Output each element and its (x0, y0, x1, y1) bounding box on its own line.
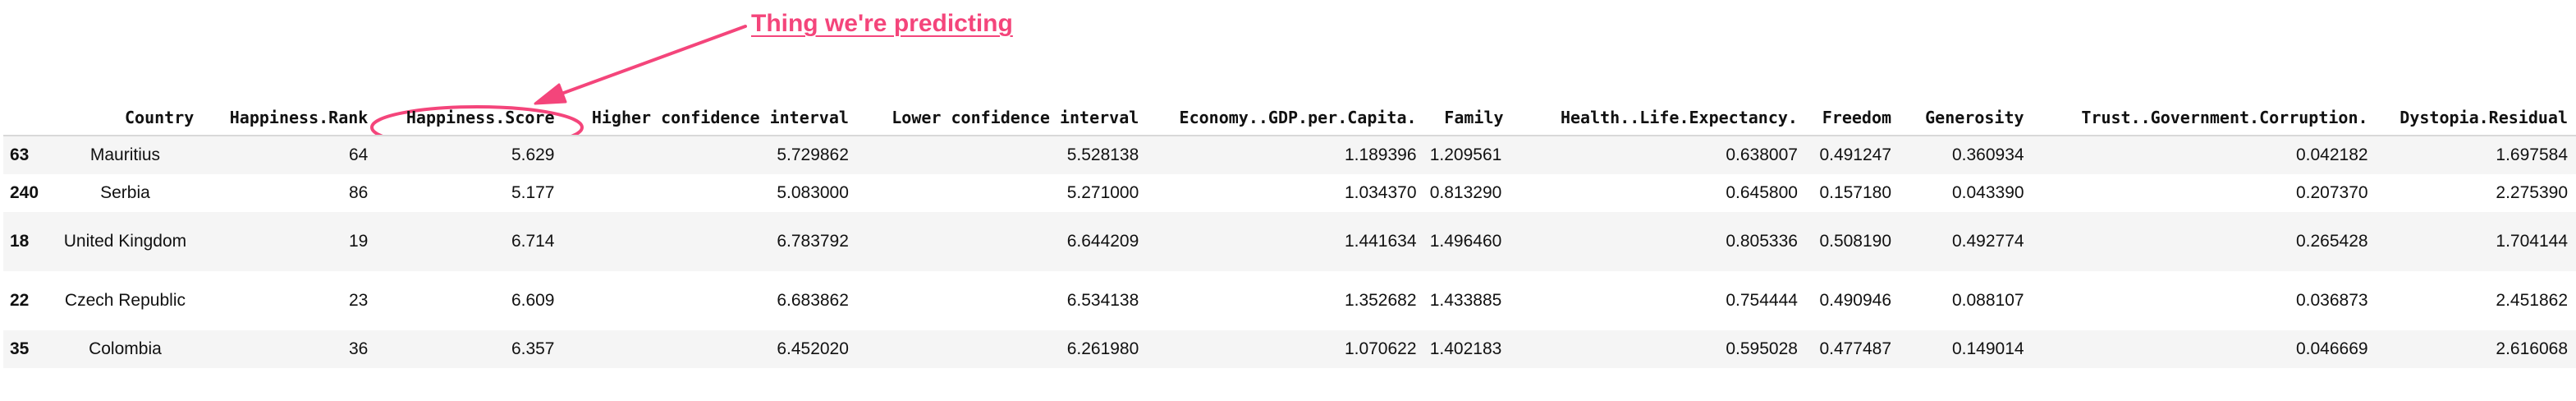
cell-country: Mauritius (89, 145, 161, 164)
cell-happiness-rank: 23 (348, 291, 369, 310)
cell-dystopia-residual: 2.616068 (2496, 339, 2568, 358)
cell-lower-ci: 6.534138 (1066, 291, 1139, 310)
cell-economy-gdp: 1.352682 (1344, 291, 1417, 310)
column-header-happiness-rank: Happiness.Rank (202, 100, 377, 136)
table-row: 22 Czech Republic 23 6.609 6.683862 6.53… (3, 271, 2576, 330)
cell-happiness-score: 5.629 (511, 145, 555, 164)
cell-health: 0.638007 (1726, 145, 1798, 164)
column-header-trust: Trust..Government.Corruption. (2032, 100, 2377, 136)
column-header-freedom: Freedom (1805, 100, 1900, 136)
column-header-family: Family (1424, 100, 1512, 136)
cell-dystopia-residual: 1.697584 (2496, 145, 2568, 164)
cell-happiness-score: 5.177 (511, 183, 555, 202)
cell-trust: 0.265428 (2295, 232, 2368, 251)
cell-happiness-rank: 19 (348, 232, 369, 251)
cell-generosity: 0.492774 (1951, 232, 2024, 251)
cell-freedom: 0.477487 (1819, 339, 1892, 358)
cell-country: United Kingdom (63, 232, 187, 251)
cell-dystopia-residual: 1.704144 (2496, 232, 2568, 251)
dataframe-table: Country Happiness.Rank Happiness.Score H… (3, 100, 2576, 368)
cell-health: 0.805336 (1726, 232, 1798, 251)
column-header-dystopia-residual: Dystopia.Residual (2376, 100, 2576, 136)
row-index: 240 (10, 183, 39, 202)
cell-economy-gdp: 1.441634 (1344, 232, 1417, 251)
cell-country: Serbia (100, 183, 150, 202)
cell-generosity: 0.360934 (1951, 145, 2024, 164)
cell-trust: 0.207370 (2295, 183, 2368, 202)
header-row: Country Happiness.Rank Happiness.Score H… (3, 100, 2576, 136)
cell-trust: 0.042182 (2295, 145, 2368, 164)
column-header-health: Health..Life.Expectancy. (1511, 100, 1806, 136)
cell-higher-ci: 5.729862 (777, 145, 849, 164)
cell-generosity: 0.088107 (1951, 291, 2024, 310)
cell-economy-gdp: 1.189396 (1344, 145, 1417, 164)
cell-higher-ci: 6.783792 (777, 232, 849, 251)
cell-happiness-score: 6.357 (511, 339, 555, 358)
cell-family: 1.433885 (1429, 291, 1502, 310)
annotation-arrow (534, 25, 747, 105)
cell-family: 1.496460 (1429, 232, 1502, 251)
cell-freedom: 0.157180 (1819, 183, 1892, 202)
cell-generosity: 0.043390 (1951, 183, 2024, 202)
column-header-lower-confidence-interval: Lower confidence interval (856, 100, 1148, 136)
column-header-happiness-score: Happiness.Score (376, 100, 563, 136)
row-index: 18 (10, 232, 30, 251)
cell-trust: 0.036873 (2295, 291, 2368, 310)
cell-lower-ci: 5.528138 (1066, 145, 1139, 164)
row-index: 22 (10, 291, 30, 310)
cell-economy-gdp: 1.034370 (1344, 183, 1417, 202)
cell-family: 0.813290 (1429, 183, 1502, 202)
cell-health: 0.645800 (1726, 183, 1798, 202)
row-index: 35 (10, 339, 30, 358)
table-row: 35 Colombia 36 6.357 6.452020 6.261980 1… (3, 330, 2576, 368)
column-header-generosity: Generosity (1900, 100, 2033, 136)
column-header-economy-gdp: Economy..GDP.per.Capita. (1147, 100, 1425, 136)
cell-higher-ci: 6.683862 (777, 291, 849, 310)
cell-economy-gdp: 1.070622 (1344, 339, 1417, 358)
cell-lower-ci: 5.271000 (1066, 183, 1139, 202)
cell-dystopia-residual: 2.451862 (2496, 291, 2568, 310)
annotation-arrow-shaft (560, 25, 747, 95)
column-header-index (3, 100, 53, 136)
table-row: 63 Mauritius 64 5.629 5.729862 5.528138 … (3, 136, 2576, 174)
cell-freedom: 0.490946 (1819, 291, 1892, 310)
cell-family: 1.209561 (1429, 145, 1502, 164)
cell-happiness-score: 6.609 (511, 291, 555, 310)
table-row: 18 United Kingdom 19 6.714 6.783792 6.64… (3, 212, 2576, 271)
cell-trust: 0.046669 (2295, 339, 2368, 358)
cell-generosity: 0.149014 (1951, 339, 2024, 358)
cell-country: Colombia (89, 339, 162, 358)
cell-freedom: 0.508190 (1819, 232, 1892, 251)
cell-family: 1.402183 (1429, 339, 1502, 358)
annotation-label: Thing we're predicting (751, 10, 1013, 37)
cell-health: 0.595028 (1726, 339, 1798, 358)
cell-health: 0.754444 (1726, 291, 1798, 310)
cell-happiness-rank: 64 (348, 145, 369, 164)
cell-happiness-rank: 86 (348, 183, 369, 202)
column-header-higher-confidence-interval: Higher confidence interval (562, 100, 857, 136)
cell-dystopia-residual: 2.275390 (2496, 183, 2568, 202)
table-row: 240 Serbia 86 5.177 5.083000 5.271000 1.… (3, 174, 2576, 212)
row-index: 63 (10, 145, 30, 164)
cell-happiness-score: 6.714 (511, 232, 555, 251)
cell-higher-ci: 6.452020 (777, 339, 849, 358)
cell-lower-ci: 6.261980 (1066, 339, 1139, 358)
cell-country: Czech Republic (64, 291, 186, 310)
cell-happiness-rank: 36 (348, 339, 369, 358)
cell-lower-ci: 6.644209 (1066, 232, 1139, 251)
cell-freedom: 0.491247 (1819, 145, 1892, 164)
cell-higher-ci: 5.083000 (777, 183, 849, 202)
column-header-country: Country (53, 100, 203, 136)
